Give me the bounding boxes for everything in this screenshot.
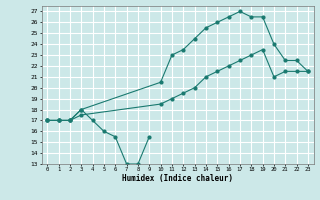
X-axis label: Humidex (Indice chaleur): Humidex (Indice chaleur) (122, 174, 233, 183)
